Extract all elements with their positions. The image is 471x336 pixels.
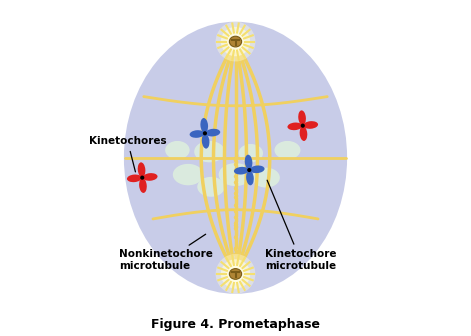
Text: Kinetochores: Kinetochores (89, 136, 166, 172)
Ellipse shape (197, 177, 225, 197)
Ellipse shape (245, 155, 252, 169)
Ellipse shape (250, 165, 265, 173)
Ellipse shape (124, 22, 347, 294)
Ellipse shape (300, 124, 305, 128)
Ellipse shape (127, 174, 142, 182)
Ellipse shape (247, 168, 252, 172)
Ellipse shape (252, 168, 280, 187)
Text: Nonkinetochore
microtubule: Nonkinetochore microtubule (119, 234, 213, 271)
Ellipse shape (138, 162, 146, 177)
Text: Figure 4. Prometaphase: Figure 4. Prometaphase (151, 318, 320, 331)
Ellipse shape (300, 126, 307, 141)
Ellipse shape (303, 121, 318, 129)
Ellipse shape (298, 110, 306, 125)
Ellipse shape (238, 144, 263, 162)
Ellipse shape (165, 141, 190, 159)
Ellipse shape (203, 131, 207, 135)
Ellipse shape (205, 129, 220, 136)
Ellipse shape (287, 123, 302, 130)
Ellipse shape (216, 22, 255, 61)
Ellipse shape (246, 171, 254, 185)
Ellipse shape (202, 134, 210, 149)
Ellipse shape (173, 164, 203, 185)
Ellipse shape (140, 175, 144, 180)
Ellipse shape (221, 259, 250, 289)
Ellipse shape (234, 167, 249, 174)
Ellipse shape (226, 32, 245, 51)
Ellipse shape (229, 36, 242, 47)
Ellipse shape (226, 264, 245, 284)
Ellipse shape (143, 173, 157, 181)
Ellipse shape (194, 141, 225, 162)
Ellipse shape (221, 27, 250, 56)
Ellipse shape (200, 118, 208, 133)
Ellipse shape (216, 254, 255, 294)
Text: Kinetochore
microtubule: Kinetochore microtubule (265, 180, 336, 271)
Ellipse shape (275, 141, 300, 159)
Ellipse shape (219, 163, 252, 186)
Ellipse shape (229, 268, 242, 279)
Ellipse shape (190, 130, 204, 138)
Ellipse shape (139, 178, 147, 193)
